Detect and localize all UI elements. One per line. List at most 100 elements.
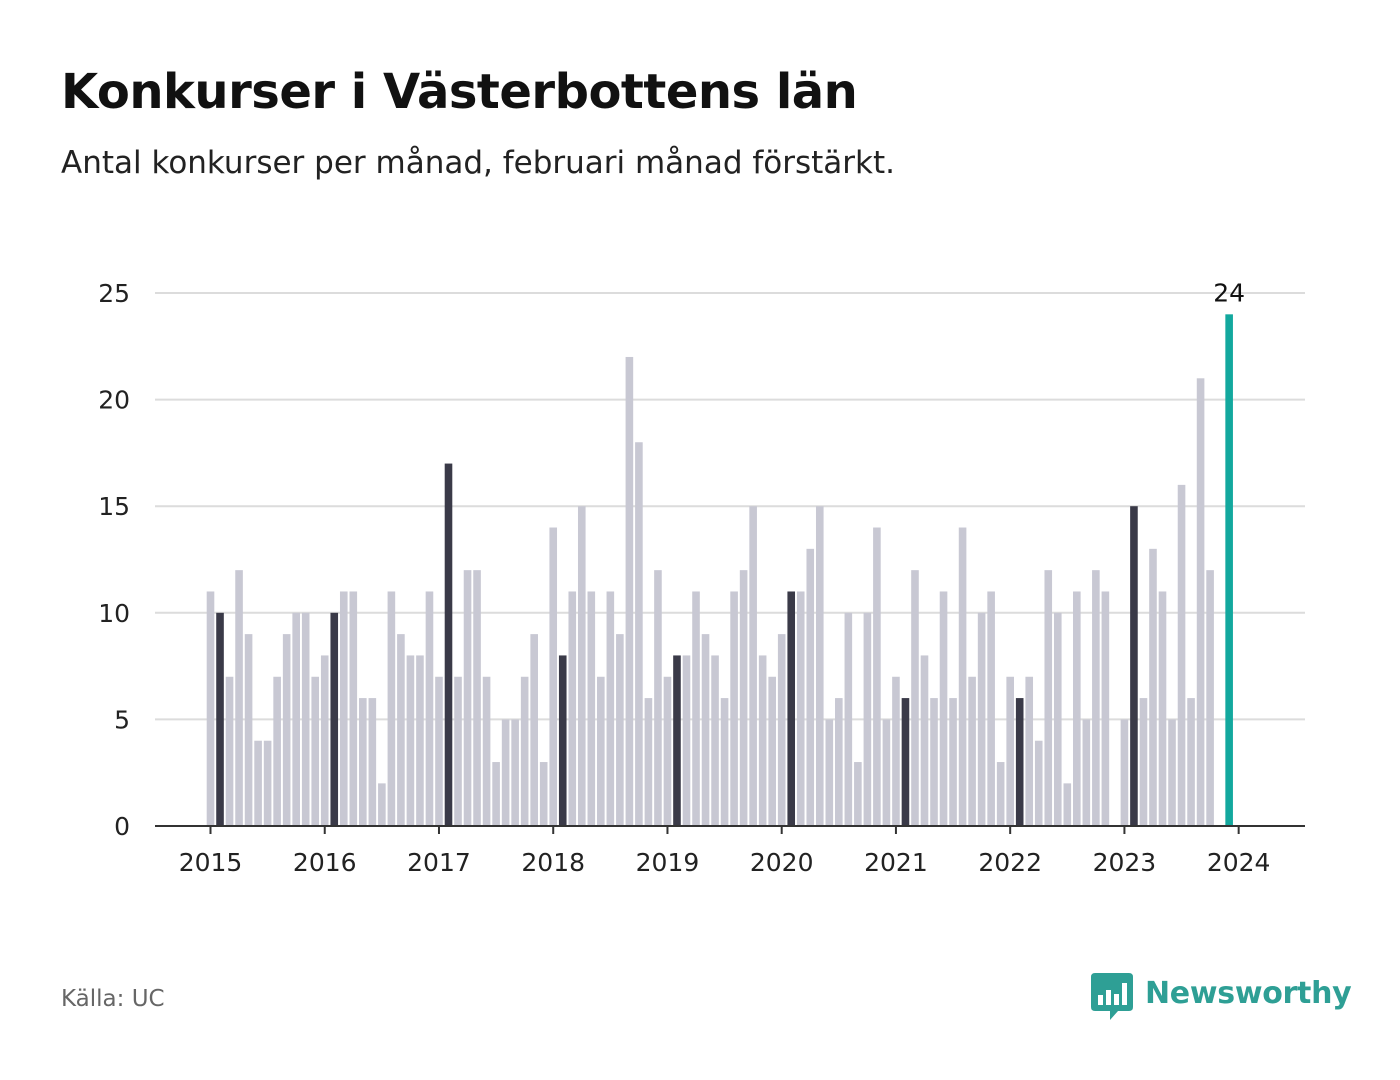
bar — [863, 612, 872, 826]
bar — [473, 570, 481, 826]
bar — [311, 676, 320, 826]
bar — [739, 570, 748, 826]
bar — [892, 676, 900, 826]
bar — [406, 655, 415, 826]
bar — [625, 356, 634, 826]
bar — [397, 634, 405, 826]
bar — [225, 676, 234, 826]
bar — [882, 719, 891, 826]
bar — [339, 591, 348, 826]
data-labels: 24 — [1213, 278, 1245, 307]
bar — [263, 740, 272, 826]
bar-february — [1015, 698, 1024, 826]
bar — [416, 655, 424, 826]
bar — [835, 698, 843, 826]
bar — [235, 570, 243, 826]
bar — [854, 762, 862, 826]
bar — [378, 783, 386, 826]
x-axis — [155, 825, 1305, 834]
bar — [587, 591, 596, 826]
x-tick-label: 2015 — [179, 848, 243, 877]
x-tick-label: 2019 — [636, 848, 700, 877]
x-tick-label: 2016 — [293, 848, 357, 877]
bar — [368, 698, 377, 826]
bar — [606, 591, 615, 826]
bars — [206, 314, 1233, 826]
bar — [682, 655, 691, 826]
bar — [206, 591, 215, 826]
bar — [282, 634, 291, 826]
bar — [806, 548, 815, 826]
bar — [273, 676, 281, 826]
bar — [1092, 570, 1100, 826]
x-tick-label: 2024 — [1207, 848, 1271, 877]
bar — [492, 762, 500, 826]
bar — [844, 612, 853, 826]
bar-february — [330, 612, 339, 826]
bar — [1034, 740, 1043, 826]
bar — [387, 591, 396, 826]
bar — [1187, 698, 1195, 826]
bar — [873, 527, 881, 826]
bar — [911, 570, 919, 826]
bar-february — [901, 698, 910, 826]
bar — [349, 591, 358, 826]
bar — [1044, 570, 1053, 826]
x-axis-tick-labels: 2015 2016 2017 2018 2019 2020 2021 2022 2023 2024 — [179, 848, 1271, 877]
bar — [482, 676, 491, 826]
y-tick-label: 0 — [114, 812, 130, 841]
bar — [1053, 612, 1062, 826]
y-tick-label: 5 — [114, 705, 130, 734]
bar — [539, 762, 548, 826]
bar — [920, 655, 929, 826]
x-tick-label: 2021 — [864, 848, 928, 877]
bar — [1177, 484, 1186, 826]
bar — [301, 612, 310, 826]
bar — [1139, 698, 1148, 826]
x-tick-label: 2017 — [407, 848, 471, 877]
bar — [511, 719, 519, 826]
x-tick-label: 2022 — [978, 848, 1042, 877]
bar — [711, 655, 719, 826]
bar — [1168, 719, 1176, 826]
bar — [815, 506, 824, 826]
bar — [1006, 676, 1014, 826]
bar — [1120, 719, 1129, 826]
bar — [644, 698, 653, 826]
latest-value-label: 24 — [1213, 278, 1245, 307]
bar — [1206, 570, 1214, 826]
bar — [520, 676, 529, 826]
bar — [292, 612, 300, 826]
bar — [244, 634, 253, 826]
bar-february — [1130, 506, 1138, 826]
bar — [254, 740, 262, 826]
brand-name: Newsworthy — [1145, 975, 1352, 1011]
bar — [549, 527, 558, 826]
newsworthy-brand: Newsworthy — [1091, 972, 1352, 1022]
bar — [749, 506, 757, 826]
newsworthy-logo-icon — [1091, 973, 1133, 1020]
bar — [654, 570, 662, 826]
bar — [768, 676, 776, 826]
bar — [796, 591, 805, 826]
y-tick-label: 10 — [98, 599, 130, 628]
bar — [939, 591, 948, 826]
bar — [616, 634, 624, 826]
bar — [577, 506, 586, 826]
bar — [1063, 783, 1072, 826]
bar — [1158, 591, 1167, 826]
bar — [454, 676, 462, 826]
bar — [977, 612, 986, 826]
bar — [1082, 719, 1091, 826]
x-tick-label: 2023 — [1093, 848, 1157, 877]
source-label: Källa: — [61, 986, 125, 1012]
bar — [530, 634, 538, 826]
x-tick-label: 2018 — [521, 848, 585, 877]
bar — [1196, 378, 1205, 826]
chart-subtitle: Antal konkurser per månad, februari måna… — [61, 145, 895, 181]
y-tick-label: 25 — [98, 279, 130, 308]
bar — [501, 719, 510, 826]
bar — [463, 570, 472, 826]
bar — [1025, 676, 1034, 826]
